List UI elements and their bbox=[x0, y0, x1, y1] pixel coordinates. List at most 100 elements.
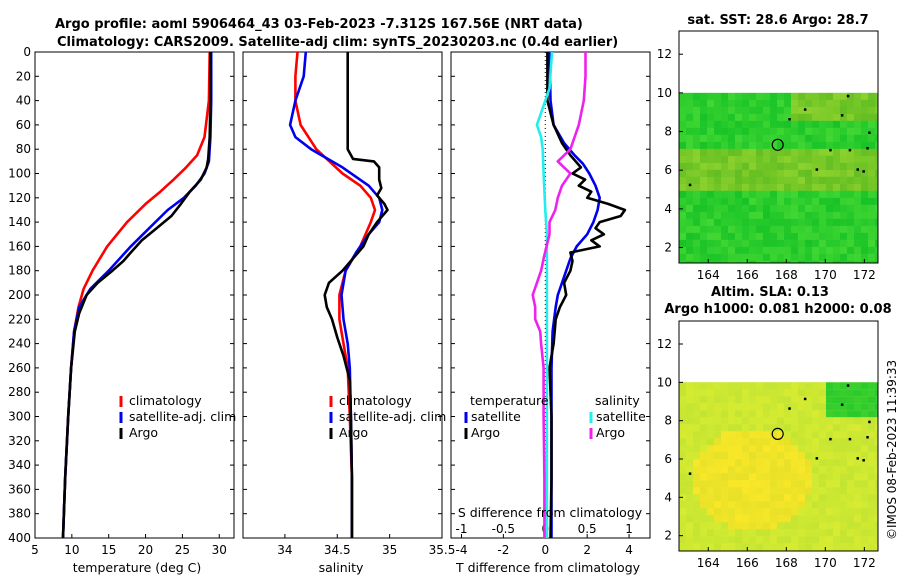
field-cell bbox=[756, 225, 763, 233]
field-cell bbox=[686, 120, 693, 128]
field-cell bbox=[784, 438, 791, 446]
field-cell bbox=[854, 543, 861, 551]
field-cell bbox=[707, 403, 714, 411]
field-cell bbox=[868, 197, 875, 205]
field-cell bbox=[861, 389, 868, 397]
field-cell bbox=[742, 141, 749, 149]
field-cell bbox=[854, 183, 861, 191]
field-cell bbox=[861, 183, 868, 191]
field-cell bbox=[763, 529, 770, 537]
field-cell bbox=[700, 459, 707, 467]
field-cell bbox=[833, 204, 840, 212]
field-cell bbox=[875, 113, 878, 121]
field-cell bbox=[714, 120, 721, 128]
field-cell bbox=[805, 473, 812, 481]
field-cell bbox=[686, 218, 693, 226]
field-cell bbox=[714, 473, 721, 481]
field-cell bbox=[875, 120, 878, 128]
x-tick-label: 35 bbox=[382, 543, 397, 557]
field-cell bbox=[686, 246, 693, 254]
field-cell bbox=[770, 155, 777, 163]
field-cell bbox=[679, 452, 686, 460]
field-cell bbox=[826, 113, 833, 121]
field-cell bbox=[735, 487, 742, 495]
x-tick-label: -2 bbox=[497, 543, 509, 557]
field-cell bbox=[854, 127, 861, 135]
field-cell bbox=[735, 155, 742, 163]
field-cell bbox=[798, 155, 805, 163]
field-cell bbox=[742, 543, 749, 551]
series-line-salinity-satellite bbox=[535, 52, 554, 538]
field-cell bbox=[714, 389, 721, 397]
field-cell bbox=[714, 162, 721, 170]
field-cell bbox=[868, 424, 875, 432]
sla-profile-marker bbox=[771, 427, 784, 440]
field-cell bbox=[784, 225, 791, 233]
field-cell bbox=[847, 148, 854, 156]
field-cell bbox=[798, 232, 805, 240]
field-cell bbox=[847, 466, 854, 474]
field-cell bbox=[847, 99, 854, 107]
field-cell bbox=[861, 246, 868, 254]
x-tick-label: 168 bbox=[775, 556, 798, 570]
field-cell bbox=[770, 396, 777, 404]
field-cell bbox=[784, 494, 791, 502]
field-cell bbox=[854, 225, 861, 233]
field-cell bbox=[735, 246, 742, 254]
field-cell bbox=[693, 452, 700, 460]
field-cell bbox=[812, 473, 819, 481]
field-cell bbox=[798, 183, 805, 191]
field-cell bbox=[840, 127, 847, 135]
field-cell bbox=[686, 536, 693, 544]
field-cell bbox=[749, 417, 756, 425]
field-cell bbox=[805, 106, 812, 114]
field-cell bbox=[686, 424, 693, 432]
field-cell bbox=[728, 424, 735, 432]
field-cell bbox=[798, 225, 805, 233]
field-cell bbox=[819, 466, 826, 474]
field-cell bbox=[721, 487, 728, 495]
field-cell bbox=[875, 253, 878, 261]
field-cell bbox=[700, 197, 707, 205]
field-cell bbox=[721, 211, 728, 219]
field-cell bbox=[679, 148, 686, 156]
field-cell bbox=[868, 148, 875, 156]
field-cell bbox=[805, 197, 812, 205]
field-cell bbox=[812, 515, 819, 523]
field-cell bbox=[812, 148, 819, 156]
field-cell bbox=[735, 424, 742, 432]
field-cell bbox=[770, 466, 777, 474]
field-cell bbox=[714, 424, 721, 432]
field-cell bbox=[798, 162, 805, 170]
field-cell bbox=[728, 197, 735, 205]
field-cell bbox=[714, 403, 721, 411]
field-cell bbox=[763, 501, 770, 509]
field-cell bbox=[728, 529, 735, 537]
field-cell bbox=[714, 522, 721, 530]
field-cell bbox=[805, 232, 812, 240]
field-cell bbox=[679, 260, 686, 263]
field-cell bbox=[812, 543, 819, 551]
field-cell bbox=[854, 522, 861, 530]
field-cell bbox=[693, 141, 700, 149]
field-cell bbox=[833, 176, 840, 184]
field-cell bbox=[756, 169, 763, 177]
field-cell bbox=[763, 176, 770, 184]
field-cell bbox=[868, 417, 875, 425]
field-cell bbox=[819, 410, 826, 418]
field-cell bbox=[679, 155, 686, 163]
field-cell bbox=[812, 382, 819, 390]
field-cell bbox=[693, 120, 700, 128]
field-cell bbox=[728, 176, 735, 184]
field-cell bbox=[861, 120, 868, 128]
field-cell bbox=[861, 134, 868, 142]
title-line-2: Climatology: CARS2009. Satellite-adj cli… bbox=[57, 35, 618, 50]
field-cell bbox=[700, 176, 707, 184]
field-cell bbox=[875, 176, 878, 184]
field-cell bbox=[875, 473, 878, 481]
field-cell bbox=[707, 113, 714, 121]
field-cell bbox=[805, 225, 812, 233]
field-cell bbox=[819, 141, 826, 149]
field-cell bbox=[728, 487, 735, 495]
y-tick-label: 4 bbox=[664, 490, 672, 504]
